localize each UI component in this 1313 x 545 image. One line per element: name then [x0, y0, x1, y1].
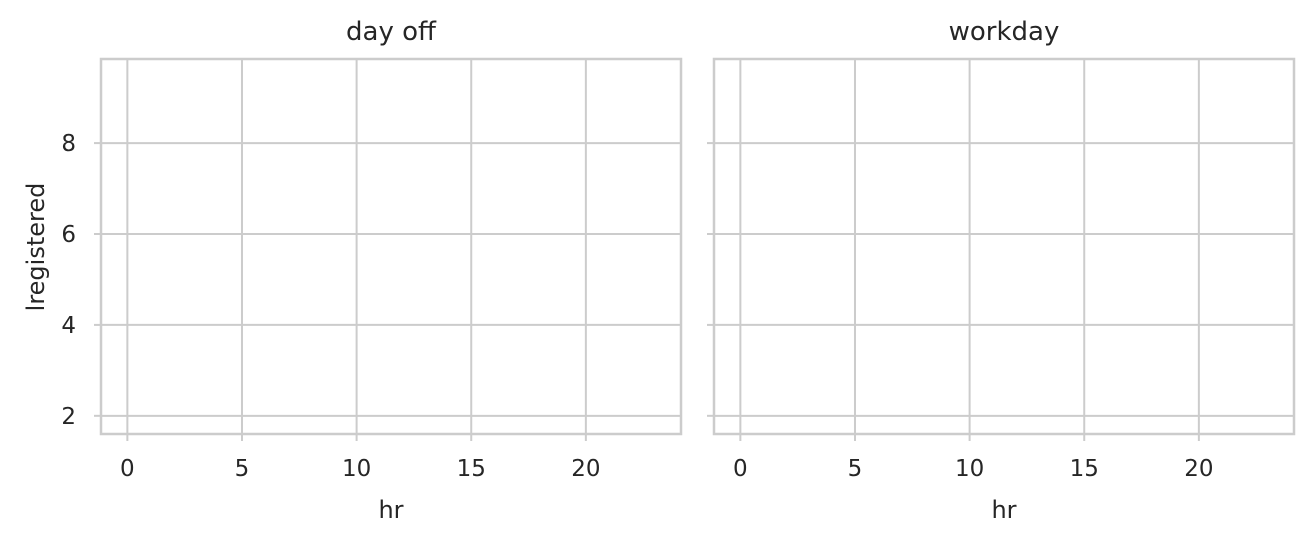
ticks-workday: 0 5 10 15 20 [707, 142, 1214, 482]
x-axis-label-day-off: hr [378, 496, 403, 524]
gridlines-workday [714, 59, 1294, 434]
x-tick-label-day-off: 20 [571, 456, 600, 482]
panel-workday: 0 5 10 15 20 workday hr [707, 17, 1296, 524]
x-tick-label-day-off: 5 [235, 456, 250, 482]
plot-area-workday [714, 59, 1294, 434]
y-axis-label: lregistered [22, 183, 50, 312]
plot-area-day-off [101, 59, 681, 434]
panel-title-workday: workday [949, 17, 1060, 47]
x-tick-label-day-off: 15 [457, 456, 486, 482]
x-tick-label-workday: 5 [848, 456, 863, 482]
ticks-day-off: 0 5 10 15 20 2 4 6 8 [61, 131, 600, 482]
panel-title-day-off: day off [346, 17, 437, 47]
x-tick-label-workday: 0 [733, 456, 748, 482]
x-tick-label-workday: 10 [955, 456, 984, 482]
gridlines-day-off [101, 59, 681, 434]
x-tick-label-workday: 20 [1184, 456, 1213, 482]
y-tick-label-day-off: 6 [61, 222, 76, 248]
x-axis-label-workday: hr [991, 496, 1016, 524]
axes-frame-workday [712, 57, 1296, 436]
y-tick-label-day-off: 8 [61, 131, 76, 157]
x-tick-label-day-off: 10 [342, 456, 371, 482]
x-tick-label-day-off: 0 [120, 456, 135, 482]
y-tick-label-day-off: 2 [61, 404, 76, 430]
axes-frame-day-off [99, 57, 683, 436]
x-tick-label-workday: 15 [1070, 456, 1099, 482]
panel-day-off: 0 5 10 15 20 2 4 6 8 day off hr lregistered [22, 17, 683, 524]
y-tick-label-day-off: 4 [61, 313, 76, 339]
